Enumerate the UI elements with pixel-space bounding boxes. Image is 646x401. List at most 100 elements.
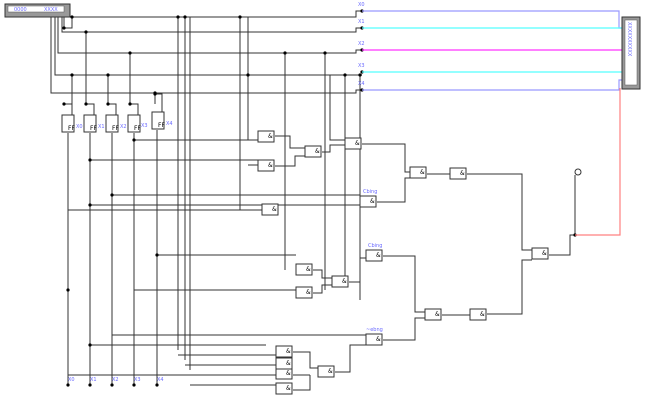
svg-text:&: & <box>420 169 425 176</box>
input-right-text: XXXX <box>44 7 58 13</box>
svg-text:&: & <box>286 385 291 392</box>
junction-dot <box>66 288 70 292</box>
svg-text:&: & <box>435 311 440 318</box>
and-gate-4[interactable]: & <box>344 137 362 150</box>
and-gate-2[interactable]: & <box>261 203 279 216</box>
svg-text:FF: FF <box>68 125 75 132</box>
bus-label-0: X0 <box>358 2 365 8</box>
and-gate-9[interactable]: & <box>295 263 313 276</box>
and-gate-0[interactable]: & <box>257 130 275 143</box>
junction-dot <box>153 92 157 96</box>
flipflop-3[interactable]: FF <box>127 114 141 133</box>
junction-dot <box>70 73 74 77</box>
bus-label-2: X2 <box>358 41 365 47</box>
svg-text:&: & <box>355 140 360 147</box>
and-gate-18[interactable]: & <box>275 382 293 395</box>
wire-9 <box>68 139 366 386</box>
and-gate-5[interactable]: & <box>359 195 377 208</box>
junction-dot <box>110 383 114 387</box>
and-gate-11[interactable]: & <box>331 275 349 288</box>
svg-text:&: & <box>306 266 311 273</box>
gate-label-1: Cbing <box>368 243 382 249</box>
and-gate-15[interactable]: & <box>531 247 549 260</box>
ff-label-4: X4 <box>166 121 173 127</box>
junction-dot <box>358 73 362 77</box>
and-gate-3[interactable]: & <box>304 145 322 158</box>
svg-text:&: & <box>268 133 273 140</box>
and-gate-12[interactable]: & <box>365 333 383 346</box>
junction-dot <box>110 193 114 197</box>
and-gate-14[interactable]: & <box>469 308 487 321</box>
junction-dot <box>176 15 180 19</box>
output-text: XXXXXXXXXX <box>626 22 632 57</box>
junction-dot <box>66 383 70 387</box>
bus-wire-0 <box>362 10 623 29</box>
input-left-text: 0000 <box>14 7 27 13</box>
junction-dot <box>128 102 132 106</box>
flipflop-1[interactable]: FF <box>83 114 97 133</box>
bottom-label-4: X4 <box>157 377 164 383</box>
bottom-label-2: X2 <box>112 377 119 383</box>
and-gate-16[interactable]: & <box>275 345 293 358</box>
bottom-label-3: X3 <box>134 377 141 383</box>
svg-text:&: & <box>272 206 277 213</box>
junction-dot <box>155 253 159 257</box>
wire-8 <box>177 17 361 370</box>
output-pin[interactable] <box>574 168 582 176</box>
and-gate-13[interactable]: & <box>424 308 442 321</box>
output-wire <box>575 88 621 236</box>
and-gate-20[interactable]: & <box>275 357 293 370</box>
junction-dot <box>155 383 159 387</box>
and-gate-10[interactable]: & <box>295 286 313 299</box>
and-gate-7[interactable]: & <box>449 167 467 180</box>
svg-text:&: & <box>268 162 273 169</box>
bottom-label-0: X0 <box>68 377 75 383</box>
bus-label-4: X4 <box>358 81 365 87</box>
and-gate-6[interactable]: & <box>409 166 427 179</box>
junction-dot <box>128 51 132 55</box>
flipflop-2[interactable]: FF <box>105 114 119 133</box>
junction-dot <box>84 102 88 106</box>
wire-12 <box>293 175 576 391</box>
bus-wire-4 <box>362 79 623 91</box>
and-gate-17[interactable]: & <box>275 367 293 380</box>
svg-text:FF: FF <box>90 125 97 132</box>
svg-text:FF: FF <box>134 125 141 132</box>
junction-dot <box>106 73 110 77</box>
and-gate-1[interactable]: & <box>257 159 275 172</box>
gates: FF FF FF FF FF & & & & & & & & & & & & & & & & & & & & & <box>61 111 549 395</box>
flipflop-0[interactable]: FF <box>61 114 75 133</box>
wire-0 <box>63 10 362 29</box>
junction-dot <box>238 15 242 19</box>
flipflop-4[interactable]: FF <box>151 111 165 130</box>
wire-6 <box>64 93 163 115</box>
bottom-label-1: X1 <box>90 377 97 383</box>
and-gate-8[interactable]: & <box>365 249 383 262</box>
gate-label-2: ~ebng <box>366 327 383 333</box>
junction-dot <box>183 15 187 19</box>
wire-11 <box>313 255 532 341</box>
wire-3 <box>54 17 362 76</box>
gate-label-0: Cbing <box>363 189 377 195</box>
wire-4 <box>50 17 362 94</box>
junction-dot <box>88 343 92 347</box>
svg-text:FF: FF <box>158 122 165 129</box>
output-component[interactable]: XXXXXXXXXX <box>621 16 641 90</box>
wire-13 <box>240 139 262 211</box>
svg-text:&: & <box>342 278 347 285</box>
ff-label-0: X0 <box>76 124 83 130</box>
junction-dot <box>323 51 327 55</box>
wire-10 <box>275 75 532 251</box>
input-component[interactable]: 0000 XXXX <box>4 3 71 18</box>
svg-text:&: & <box>286 360 291 367</box>
bus-label-1: X1 <box>358 19 365 25</box>
svg-text:&: & <box>376 252 381 259</box>
and-gate-19[interactable]: & <box>317 365 335 378</box>
junction-dot <box>343 73 347 77</box>
junction-dot <box>62 102 66 106</box>
junction-dot <box>106 102 110 106</box>
svg-text:&: & <box>286 370 291 377</box>
junction-dot <box>132 383 136 387</box>
svg-text:&: & <box>376 336 381 343</box>
